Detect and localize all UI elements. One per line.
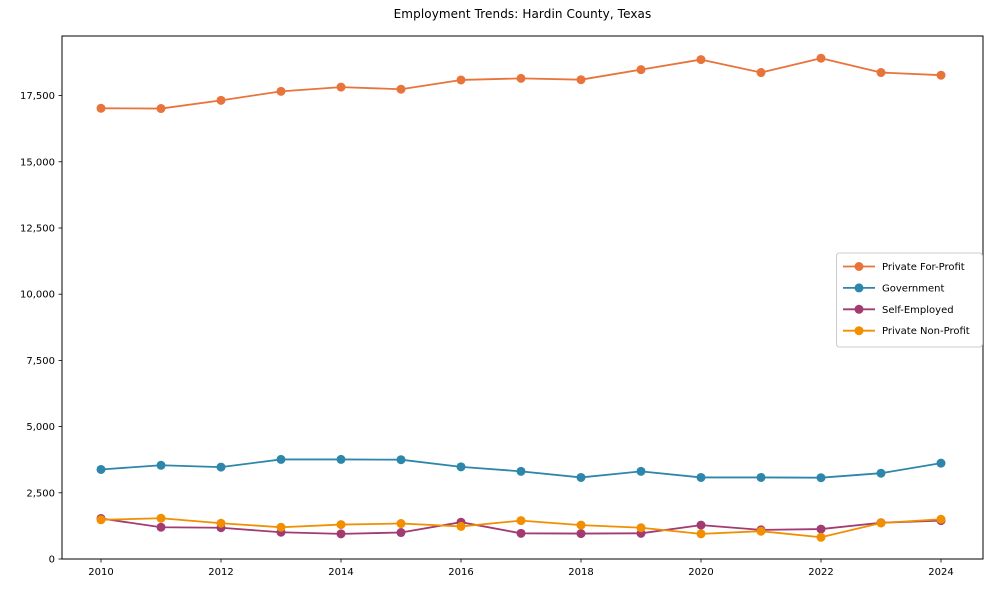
y-tick-label: 17,500	[20, 91, 55, 102]
x-tick-label: 2012	[208, 567, 233, 578]
data-point-private-for-profit	[276, 86, 286, 96]
data-point-private-for-profit	[876, 68, 886, 78]
data-point-government	[96, 464, 106, 474]
legend-marker	[854, 304, 864, 314]
data-point-private-for-profit	[336, 82, 346, 92]
data-point-private-non-profit	[576, 520, 586, 530]
data-point-private-non-profit	[876, 518, 886, 528]
data-point-private-non-profit	[276, 522, 286, 532]
data-point-self-employed	[156, 522, 166, 532]
x-tick-label: 2022	[808, 567, 833, 578]
x-tick-label: 2024	[928, 567, 953, 578]
data-point-private-non-profit	[636, 523, 646, 533]
x-tick-label: 2016	[448, 567, 473, 578]
data-point-private-non-profit	[96, 515, 106, 525]
data-point-government	[876, 468, 886, 478]
data-point-private-for-profit	[456, 75, 466, 85]
data-point-government	[636, 466, 646, 476]
data-point-private-for-profit	[756, 68, 766, 78]
data-point-government	[276, 454, 286, 464]
data-point-private-for-profit	[516, 73, 526, 83]
data-point-government	[576, 472, 586, 482]
data-point-private-non-profit	[216, 518, 226, 528]
legend-label: Private For-Profit	[882, 262, 965, 273]
data-point-government	[396, 455, 406, 465]
data-point-self-employed	[816, 524, 826, 534]
data-point-private-non-profit	[396, 519, 406, 529]
y-tick-label: 7,500	[26, 356, 55, 367]
data-point-private-for-profit	[816, 53, 826, 63]
data-point-government	[696, 472, 706, 482]
legend: Private For-Profit Government Self-Employe…	[836, 252, 983, 348]
data-point-government	[936, 458, 946, 468]
data-point-private-for-profit	[156, 104, 166, 114]
data-point-private-for-profit	[96, 103, 106, 113]
legend-label: Self-Employed	[882, 305, 954, 316]
legend-item-self-employed: Self-Employed	[843, 304, 954, 316]
data-point-government	[516, 466, 526, 476]
x-tick-label: 2014	[328, 567, 353, 578]
data-point-private-non-profit	[516, 516, 526, 526]
data-point-private-non-profit	[336, 520, 346, 530]
data-point-private-for-profit	[216, 95, 226, 105]
y-tick-label: 10,000	[20, 290, 55, 301]
series-private-for-profit	[96, 53, 946, 114]
legend-marker	[854, 326, 864, 336]
legend-label: Government	[882, 283, 944, 294]
x-tick-label: 2020	[688, 567, 713, 578]
data-point-private-for-profit	[936, 70, 946, 80]
data-point-private-non-profit	[936, 514, 946, 524]
data-point-self-employed	[696, 520, 706, 530]
y-tick-label: 5,000	[26, 422, 55, 433]
legend-marker	[854, 283, 864, 293]
y-tick-label: 0	[49, 555, 55, 566]
series-private-non-profit	[96, 513, 946, 542]
legend-box	[836, 252, 983, 348]
y-tick-label: 2,500	[26, 488, 55, 499]
data-point-government	[336, 454, 346, 464]
data-point-private-non-profit	[156, 513, 166, 523]
data-point-self-employed	[576, 529, 586, 539]
data-point-government	[816, 473, 826, 483]
data-point-self-employed	[336, 529, 346, 539]
data-point-government	[216, 462, 226, 472]
legend-marker	[854, 262, 864, 271]
data-point-private-non-profit	[816, 532, 826, 542]
series-government	[96, 454, 946, 483]
x-tick-label: 2010	[88, 567, 113, 578]
data-point-private-for-profit	[396, 84, 406, 94]
data-point-self-employed	[516, 528, 526, 538]
legend-item-private-for-profit: Private For-Profit	[843, 262, 965, 273]
legend-item-private-non-profit: Private Non-Profit	[843, 326, 970, 337]
data-point-private-for-profit	[636, 65, 646, 75]
x-tick-label: 2018	[568, 567, 593, 578]
series-line-private-for-profit	[100, 57, 942, 110]
data-point-private-for-profit	[696, 55, 706, 65]
legend-label: Private Non-Profit	[882, 326, 970, 337]
legend-item-government: Government	[843, 283, 944, 294]
data-point-government	[756, 472, 766, 482]
data-point-self-employed	[396, 528, 406, 538]
chart-title: Employment Trends: Hardin County, Texas	[393, 7, 652, 21]
data-point-private-for-profit	[576, 75, 586, 85]
data-point-private-non-profit	[756, 526, 766, 536]
data-point-private-non-profit	[456, 521, 466, 531]
data-point-government	[456, 462, 466, 472]
y-tick-label: 15,000	[20, 157, 55, 168]
data-point-government	[156, 460, 166, 470]
y-tick-label: 12,500	[20, 223, 55, 234]
data-point-private-non-profit	[696, 529, 706, 539]
